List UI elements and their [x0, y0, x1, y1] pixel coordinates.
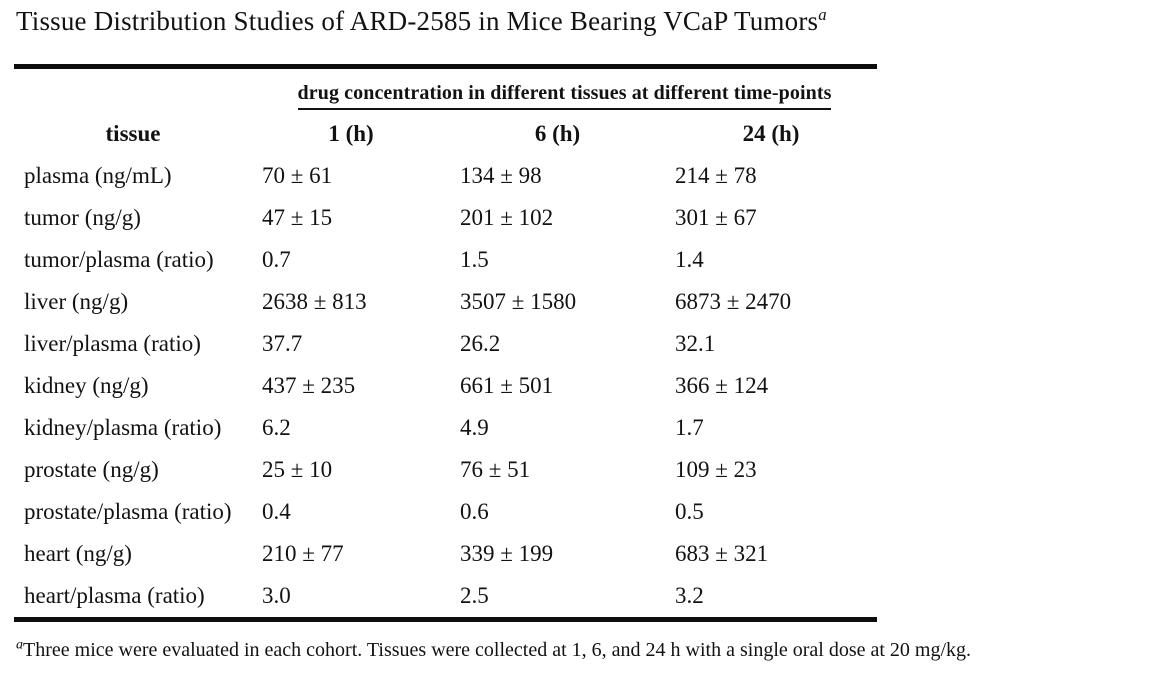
span-header-label: drug concentration in different tissues …: [297, 80, 832, 110]
row-label: liver/plasma (ratio): [24, 331, 201, 356]
table-footnote: aThree mice were evaluated in each cohor…: [16, 637, 1145, 663]
cell-value: 134 ± 98: [460, 163, 542, 188]
row-label: heart/plasma (ratio): [24, 583, 205, 608]
table-row: prostate (ng/g) 25 ± 10 76 ± 51 109 ± 23: [14, 449, 877, 491]
cell-value: 437 ± 235: [262, 373, 356, 398]
column-header-1h: 1 (h): [328, 121, 374, 146]
cell-value: 6.2: [262, 415, 291, 440]
row-label: kidney/plasma (ratio): [24, 415, 222, 440]
cell-value: 366 ± 124: [675, 373, 769, 398]
table-row: heart/plasma (ratio) 3.0 2.5 3.2: [14, 575, 877, 620]
row-label: tumor (ng/g): [24, 205, 141, 230]
cell-value: 6873 ± 2470: [675, 289, 792, 314]
column-header-row: tissue 1 (h) 6 (h) 24 (h): [14, 113, 877, 155]
row-label: liver (ng/g): [24, 289, 129, 314]
span-header-row: drug concentration in different tissues …: [14, 67, 877, 114]
cell-value: 214 ± 78: [675, 163, 757, 188]
cell-value: 210 ± 77: [262, 541, 344, 566]
table-row: liver/plasma (ratio) 37.7 26.2 32.1: [14, 323, 877, 365]
cell-value: 37.7: [262, 331, 303, 356]
cell-value: 0.6: [460, 499, 489, 524]
cell-value: 32.1: [675, 331, 716, 356]
page-title-text: Tissue Distribution Studies of ARD-2585 …: [16, 6, 819, 36]
table-row: tumor (ng/g) 47 ± 15 201 ± 102 301 ± 67: [14, 197, 877, 239]
cell-value: 1.4: [675, 247, 704, 272]
cell-value: 76 ± 51: [460, 457, 531, 482]
column-header-tissue: tissue: [105, 121, 161, 146]
cell-value: 201 ± 102: [460, 205, 554, 230]
cell-value: 3507 ± 1580: [460, 289, 577, 314]
cell-value: 109 ± 23: [675, 457, 757, 482]
table-row: prostate/plasma (ratio) 0.4 0.6 0.5: [14, 491, 877, 533]
cell-value: 1.5: [460, 247, 489, 272]
table-row: plasma (ng/mL) 70 ± 61 134 ± 98 214 ± 78: [14, 155, 877, 197]
tissue-distribution-table: drug concentration in different tissues …: [14, 64, 877, 622]
footnote-text: Three mice were evaluated in each cohort…: [23, 639, 972, 661]
cell-value: 3.0: [262, 583, 291, 608]
table-body: plasma (ng/mL) 70 ± 61 134 ± 98 214 ± 78 tum…: [14, 155, 877, 620]
footnote-marker: a: [16, 637, 23, 653]
page-title: Tissue Distribution Studies of ARD-2585 …: [16, 6, 1161, 37]
span-header-cell: drug concentration in different tissues …: [252, 67, 877, 114]
cell-value: 25 ± 10: [262, 457, 333, 482]
row-label: prostate/plasma (ratio): [24, 499, 232, 524]
row-label: prostate (ng/g): [24, 457, 159, 482]
column-header-6h: 6 (h): [534, 121, 581, 146]
cell-value: 2.5: [460, 583, 489, 608]
table-row: heart (ng/g) 210 ± 77 339 ± 199 683 ± 321: [14, 533, 877, 575]
cell-value: 683 ± 321: [675, 541, 769, 566]
cell-value: 301 ± 67: [675, 205, 757, 230]
row-label: plasma (ng/mL): [24, 163, 172, 188]
cell-value: 4.9: [460, 415, 489, 440]
cell-value: 47 ± 15: [262, 205, 333, 230]
cell-value: 661 ± 501: [460, 373, 554, 398]
column-header-24h: 24 (h): [742, 121, 800, 146]
cell-value: 0.4: [262, 499, 291, 524]
cell-value: 3.2: [675, 583, 704, 608]
title-footnote-marker: a: [818, 5, 827, 24]
cell-value: 0.5: [675, 499, 704, 524]
table-row: liver (ng/g) 2638 ± 813 3507 ± 1580 6873 ± …: [14, 281, 877, 323]
table-header: drug concentration in different tissues …: [14, 67, 877, 156]
cell-value: 26.2: [460, 331, 501, 356]
cell-value: 2638 ± 813: [262, 289, 367, 314]
cell-value: 339 ± 199: [460, 541, 554, 566]
cell-value: 70 ± 61: [262, 163, 333, 188]
row-label: kidney (ng/g): [24, 373, 149, 398]
cell-value: 0.7: [262, 247, 291, 272]
span-header-spacer: [14, 67, 252, 114]
cell-value: 1.7: [675, 415, 704, 440]
table-row: tumor/plasma (ratio) 0.7 1.5 1.4: [14, 239, 877, 281]
row-label: heart (ng/g): [24, 541, 132, 566]
table-row: kidney/plasma (ratio) 6.2 4.9 1.7: [14, 407, 877, 449]
row-label: tumor/plasma (ratio): [24, 247, 214, 272]
table-row: kidney (ng/g) 437 ± 235 661 ± 501 366 ± 124: [14, 365, 877, 407]
